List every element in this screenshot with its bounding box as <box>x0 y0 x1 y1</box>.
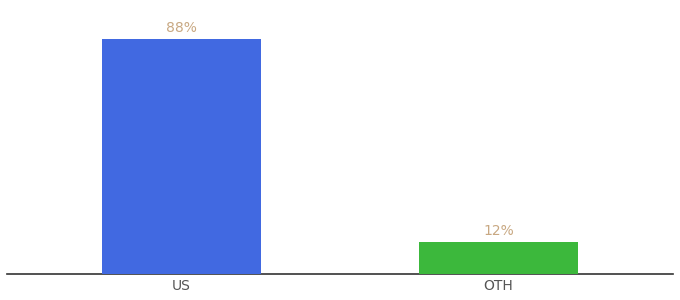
Bar <box>420 242 578 274</box>
Bar <box>102 39 260 274</box>
Text: 88%: 88% <box>166 21 197 35</box>
Text: 12%: 12% <box>483 224 514 238</box>
